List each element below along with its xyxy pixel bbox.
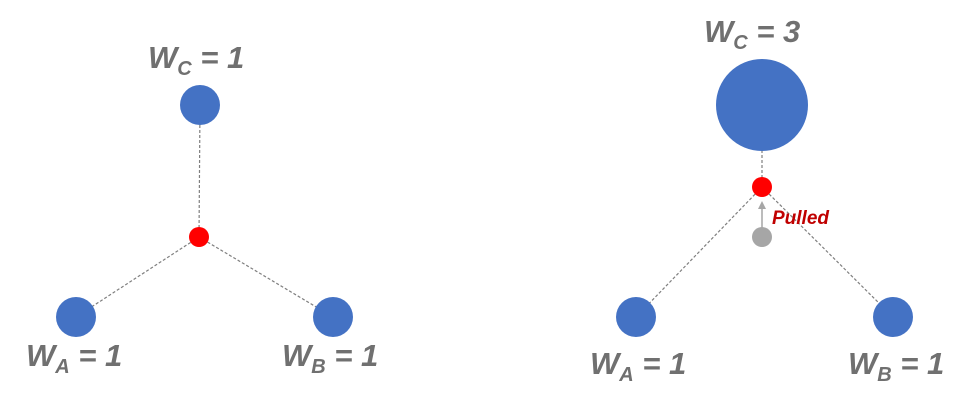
left-edge-a: [75, 236, 200, 318]
right-label-wa: WA = 1: [590, 346, 686, 386]
left-label-wc: WC = 1: [148, 40, 244, 80]
right-node-b: [873, 297, 913, 337]
right-edge-b: [761, 186, 894, 318]
left-diagram: WC = 1 WA = 1 WB = 1: [26, 40, 378, 378]
left-centroid: [189, 227, 209, 247]
left-node-a: [56, 297, 96, 337]
left-edge-c: [198, 104, 201, 238]
right-label-wc: WC = 3: [704, 14, 800, 54]
pulled-label: Pulled: [772, 208, 829, 229]
right-edge-a: [635, 186, 763, 318]
right-diagram: Pulled WC = 3 WA = 1 WB = 1: [590, 14, 944, 386]
original-centroid: [752, 227, 772, 247]
right-node-a: [616, 297, 656, 337]
right-node-c: [716, 59, 808, 151]
left-node-c: [180, 85, 220, 125]
left-label-wa: WA = 1: [26, 338, 122, 378]
right-label-wb: WB = 1: [848, 346, 944, 386]
left-node-b: [313, 297, 353, 337]
left-label-wb: WB = 1: [282, 338, 378, 378]
left-edge-b: [198, 236, 334, 318]
right-centroid: [752, 177, 772, 197]
